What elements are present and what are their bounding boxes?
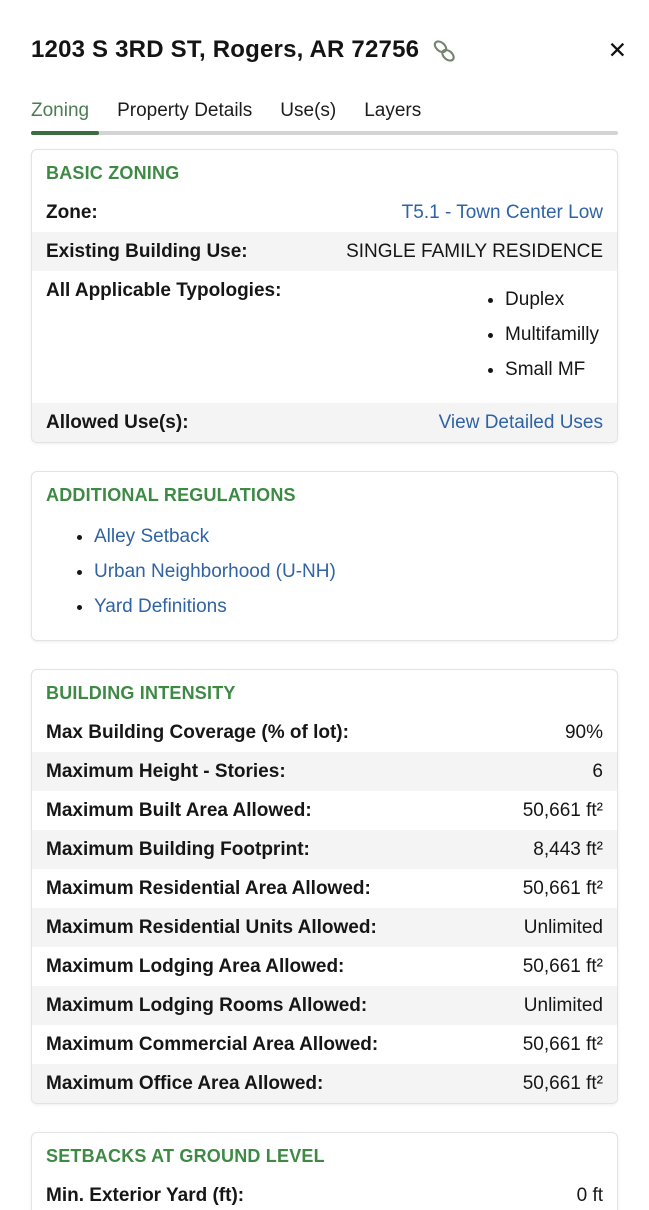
table-row: Maximum Building Footprint: 8,443 ft² — [32, 830, 617, 869]
table-row: Maximum Residential Units Allowed: Unlim… — [32, 908, 617, 947]
regulations-list: Alley Setback Urban Neighborhood (U-NH) … — [32, 519, 617, 624]
table-row: All Applicable Typologies: Duplex Multif… — [32, 271, 617, 403]
row-value: Unlimited — [523, 917, 603, 938]
panel-header: 1203 S 3RD ST, Rogers, AR 72756 ✕ — [0, 0, 649, 66]
table-row: Existing Building Use: SINGLE FAMILY RES… — [32, 232, 617, 271]
section-title-building-intensity: BUILDING INTENSITY — [46, 683, 236, 703]
building-intensity-card: BUILDING INTENSITY Max Building Coverage… — [31, 669, 618, 1104]
list-item: Small MF — [505, 352, 599, 387]
zone-link[interactable]: T5.1 - Town Center Low — [401, 202, 603, 223]
table-row: Zone: T5.1 - Town Center Low — [32, 193, 617, 232]
table-row: Max Building Coverage (% of lot): 90% — [32, 713, 617, 752]
list-item: Duplex — [505, 282, 599, 317]
table-row: Maximum Office Area Allowed: 50,661 ft² — [32, 1064, 617, 1103]
yard-definitions-link[interactable]: Yard Definitions — [94, 596, 227, 617]
active-tab-indicator — [31, 131, 99, 135]
list-item: Urban Neighborhood (U-NH) — [94, 554, 617, 589]
section-title-setbacks: SETBACKS AT GROUND LEVEL — [46, 1146, 325, 1166]
list-item: Yard Definitions — [94, 589, 617, 624]
tab-property-details[interactable]: Property Details — [117, 100, 253, 121]
tab-track — [31, 131, 618, 135]
row-value: 90% — [564, 722, 603, 743]
link-icon[interactable] — [429, 36, 459, 66]
alley-setback-link[interactable]: Alley Setback — [94, 526, 210, 547]
tab-uses[interactable]: Use(s) — [280, 100, 337, 121]
close-icon[interactable]: ✕ — [607, 38, 627, 64]
row-value: 0 ft — [576, 1185, 603, 1206]
row-label: Maximum Office Area Allowed: — [46, 1073, 324, 1094]
table-row: Maximum Lodging Area Allowed: 50,661 ft² — [32, 947, 617, 986]
table-row: Allowed Use(s): View Detailed Uses — [32, 403, 617, 442]
typologies-list: Duplex Multifamilly Small MF — [483, 282, 599, 387]
row-label: Zone: — [46, 202, 98, 223]
table-row: Maximum Built Area Allowed: 50,661 ft² — [32, 791, 617, 830]
basic-zoning-card: BASIC ZONING Zone: T5.1 - Town Center Lo… — [31, 149, 618, 443]
row-label: Max Building Coverage (% of lot): — [46, 722, 349, 743]
section-title-additional-regulations: ADDITIONAL REGULATIONS — [46, 485, 296, 505]
row-value: 50,661 ft² — [522, 800, 603, 821]
row-label: Maximum Building Footprint: — [46, 839, 310, 860]
row-label: Maximum Built Area Allowed: — [46, 800, 312, 821]
tab-zoning[interactable]: Zoning — [31, 100, 90, 121]
table-row: Min. Exterior Yard (ft): 0 ft — [32, 1176, 617, 1210]
table-row: Maximum Residential Area Allowed: 50,661… — [32, 869, 617, 908]
setbacks-card: SETBACKS AT GROUND LEVEL Min. Exterior Y… — [31, 1132, 618, 1210]
additional-regulations-card: ADDITIONAL REGULATIONS Alley Setback Urb… — [31, 471, 618, 641]
row-value: 8,443 ft² — [533, 839, 603, 860]
row-label: Allowed Use(s): — [46, 412, 189, 433]
row-value: 6 — [592, 761, 603, 782]
section-title-basic-zoning: BASIC ZONING — [46, 163, 180, 183]
table-row: Maximum Lodging Rooms Allowed: Unlimited — [32, 986, 617, 1025]
row-label: Maximum Residential Area Allowed: — [46, 878, 371, 899]
list-item: Multifamilly — [505, 317, 599, 352]
table-row: Maximum Commercial Area Allowed: 50,661 … — [32, 1025, 617, 1064]
row-value: 50,661 ft² — [522, 1034, 603, 1055]
row-value: 50,661 ft² — [522, 878, 603, 899]
row-label: Maximum Residential Units Allowed: — [46, 917, 377, 938]
list-item: Alley Setback — [94, 519, 617, 554]
row-label: Maximum Lodging Rooms Allowed: — [46, 995, 368, 1016]
property-address: 1203 S 3RD ST, Rogers, AR 72756 — [31, 36, 420, 63]
view-detailed-uses-link[interactable]: View Detailed Uses — [438, 412, 603, 433]
row-label: All Applicable Typologies: — [46, 280, 282, 301]
tab-bar: Zoning Property Details Use(s) Layers — [31, 100, 618, 131]
row-label: Maximum Height - Stories: — [46, 761, 286, 782]
row-label: Min. Exterior Yard (ft): — [46, 1185, 245, 1206]
row-label: Maximum Lodging Area Allowed: — [46, 956, 345, 977]
row-value: 50,661 ft² — [522, 1073, 603, 1094]
row-value: Unlimited — [523, 995, 603, 1016]
row-label: Existing Building Use: — [46, 241, 248, 262]
row-value: SINGLE FAMILY RESIDENCE — [346, 241, 603, 262]
row-value: 50,661 ft² — [522, 956, 603, 977]
table-row: Maximum Height - Stories: 6 — [32, 752, 617, 791]
urban-neighborhood-link[interactable]: Urban Neighborhood (U-NH) — [94, 561, 336, 582]
row-label: Maximum Commercial Area Allowed: — [46, 1034, 379, 1055]
tab-layers[interactable]: Layers — [364, 100, 422, 121]
